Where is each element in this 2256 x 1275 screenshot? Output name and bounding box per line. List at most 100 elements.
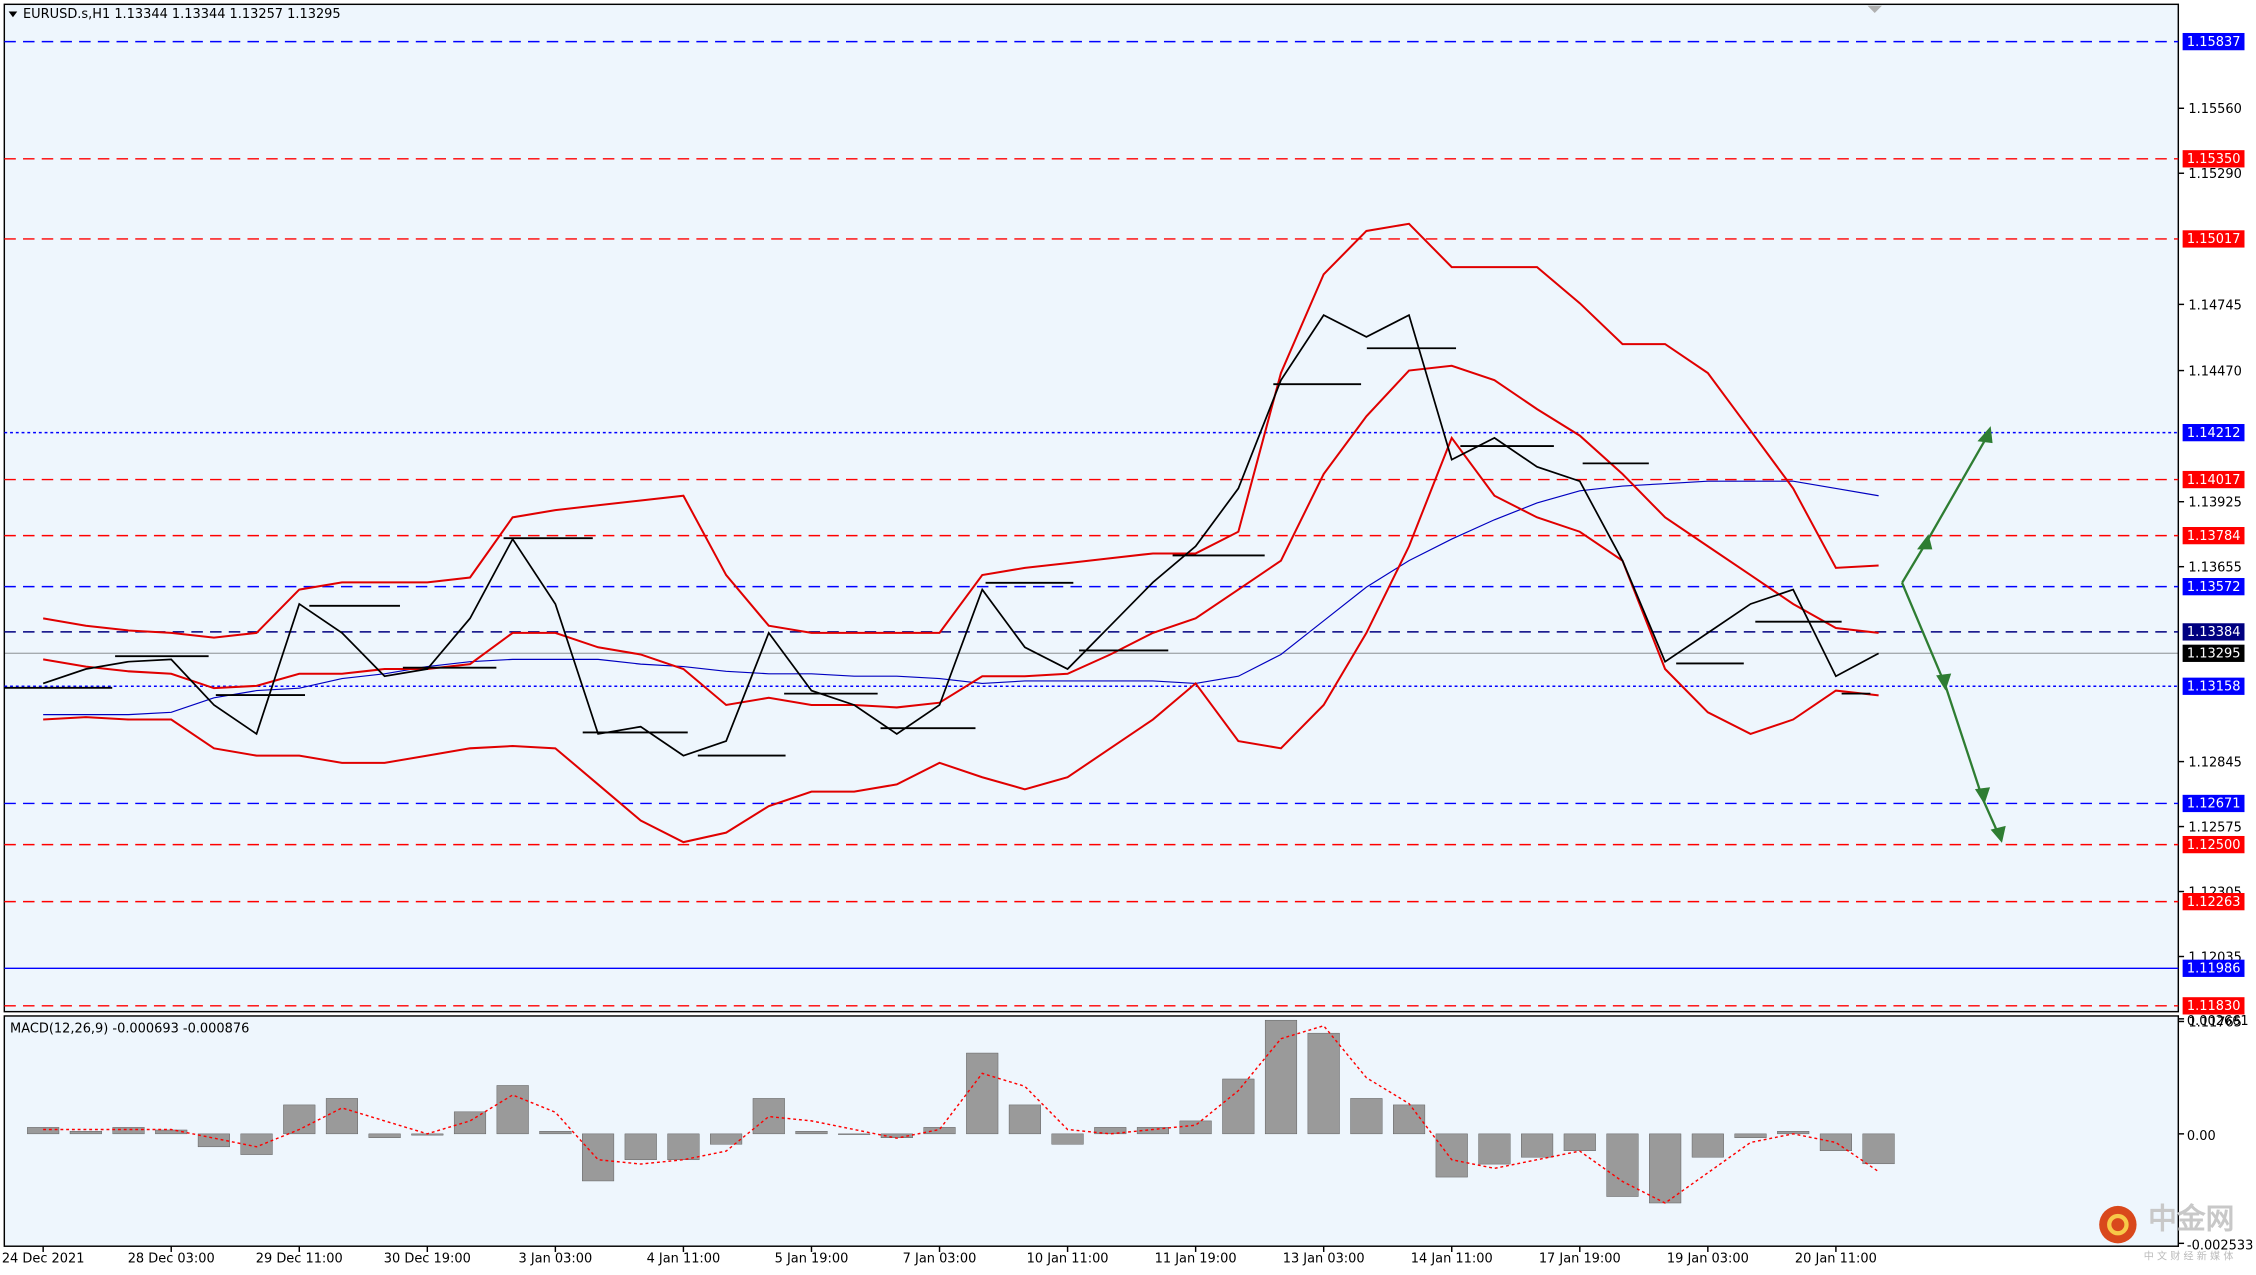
level-label-box	[2182, 527, 2245, 545]
watermark-tagline: 中 文 财 经 新 媒 体	[2144, 1249, 2234, 1262]
macd-bar	[1819, 1133, 1852, 1151]
x-tick-label: 20 Jan 11:00	[1795, 1252, 1877, 1267]
watermark-logo-ring	[2107, 1213, 2129, 1236]
level-label-box	[2182, 794, 2245, 813]
macd-bar	[1008, 1104, 1041, 1135]
macd-bar	[1563, 1133, 1596, 1151]
level-label-box	[2182, 644, 2245, 662]
macd-bar	[795, 1131, 828, 1135]
macd-bar	[1094, 1127, 1127, 1135]
level-label: 1.11986	[2187, 962, 2240, 977]
macd-bar	[1307, 1032, 1340, 1135]
macd-bar	[923, 1127, 956, 1135]
macd-bar	[624, 1133, 657, 1161]
macd-bar	[325, 1098, 358, 1135]
level-label: 1.13784	[2187, 529, 2240, 544]
macd-bar	[1734, 1133, 1767, 1138]
arrow-head	[1917, 534, 1933, 550]
macd-bar	[667, 1133, 700, 1161]
level-label-box	[2182, 677, 2245, 695]
level-label-box	[2182, 230, 2245, 248]
macd-bar	[1521, 1133, 1554, 1158]
level-label: 1.12671	[2187, 797, 2240, 812]
level-label: 1.13384	[2187, 625, 2240, 640]
macd-bar	[1051, 1133, 1084, 1145]
level-label: 1.15017	[2187, 232, 2240, 247]
pivot-lines	[4, 347, 1871, 757]
arrow-head	[1990, 825, 2006, 843]
macd-bar	[1222, 1078, 1255, 1135]
menu-triangle	[8, 11, 18, 18]
level-label-box	[2182, 835, 2245, 854]
series-line	[43, 435, 1879, 844]
series-line	[42, 222, 1879, 639]
x-tick-label: 13 Jan 03:00	[1283, 1252, 1365, 1267]
level-label: 1.15350	[2187, 152, 2240, 167]
y-tick-label: 1.13655	[2188, 561, 2241, 576]
x-tick-label: 17 Jan 19:00	[1539, 1252, 1621, 1267]
x-tick-label: 7 Jan 03:00	[903, 1252, 977, 1267]
y-tick-label: 1.13925	[2188, 496, 2241, 511]
macd-bar	[112, 1127, 145, 1135]
macd-bar	[838, 1133, 871, 1135]
macd-bar	[1478, 1133, 1511, 1165]
arrow-head	[1936, 673, 1952, 691]
x-tick-label: 14 Jan 11:00	[1411, 1252, 1493, 1267]
level-label-box	[2182, 959, 2245, 977]
macd-bar	[1435, 1133, 1468, 1178]
main-panel	[3, 3, 2180, 1013]
x-tick-label: 5 Jan 19:00	[775, 1252, 849, 1267]
x-tick-label: 11 Jan 19:00	[1155, 1252, 1237, 1267]
macd-bar	[496, 1085, 529, 1135]
level-label-box	[2182, 578, 2245, 596]
y-tick-label: 1.14470	[2188, 365, 2241, 380]
macd-bar	[1393, 1104, 1426, 1135]
macd-bar	[69, 1131, 102, 1135]
macd-bar	[710, 1133, 743, 1145]
level-label: 1.13295	[2187, 647, 2240, 662]
series-line	[42, 364, 1879, 709]
x-tick-label: 10 Jan 11:00	[1027, 1252, 1109, 1267]
y-tick-label: 0.002661	[2187, 1014, 2249, 1029]
macd-bar	[197, 1133, 230, 1148]
macd-bar	[240, 1133, 273, 1155]
macd-bar	[752, 1098, 785, 1135]
level-label-box	[2182, 150, 2245, 168]
macd-panel	[3, 1015, 2180, 1247]
macd-bar	[539, 1131, 572, 1135]
x-tick-label: 4 Jan 11:00	[647, 1252, 721, 1267]
y-tick-label: 1.14745	[2188, 298, 2241, 313]
macd-bar	[1691, 1133, 1724, 1158]
y-tick-label: 0.00	[2187, 1129, 2216, 1144]
y-tick-label: -0.002533	[2187, 1239, 2253, 1254]
macd-bar	[966, 1052, 999, 1135]
chart-title: EURUSD.s,H1 1.13344 1.13344 1.13257 1.13…	[23, 7, 341, 22]
level-label: 1.11830	[2187, 999, 2240, 1014]
level-label-box	[2182, 893, 2245, 911]
macd-bar	[582, 1133, 615, 1182]
shift-marker	[1867, 5, 1882, 13]
watermark-logo	[2099, 1205, 2137, 1244]
level-label-box	[2182, 997, 2245, 1015]
level-label: 1.13572	[2187, 580, 2240, 595]
x-tick-label: 29 Dec 11:00	[256, 1252, 343, 1267]
y-tick-label: 1.15560	[2188, 102, 2241, 117]
series-line	[42, 313, 1880, 757]
macd-bar	[1136, 1127, 1169, 1135]
macd-bar	[368, 1133, 401, 1138]
arrow-head	[1977, 426, 1993, 444]
watermark-name: 中金网	[2148, 1201, 2234, 1235]
level-label: 1.14017	[2187, 473, 2240, 488]
y-tick-label: 1.12845	[2188, 756, 2241, 771]
level-label-box	[2182, 424, 2245, 442]
level-label: 1.14212	[2187, 426, 2240, 441]
level-label-box	[2182, 32, 2245, 51]
x-tick-label: 19 Jan 03:00	[1667, 1252, 1749, 1267]
level-label: 1.13158	[2187, 679, 2240, 694]
watermark: 中金网 中 文 财 经 新 媒 体	[2099, 1201, 2234, 1262]
plot-layer: 1.15560 1.15290 1.14745 1.14470 1.13925 1.136…	[2, 32, 2253, 1267]
down-arrow	[1901, 582, 2001, 838]
x-tick-label: 30 Dec 19:00	[384, 1252, 471, 1267]
